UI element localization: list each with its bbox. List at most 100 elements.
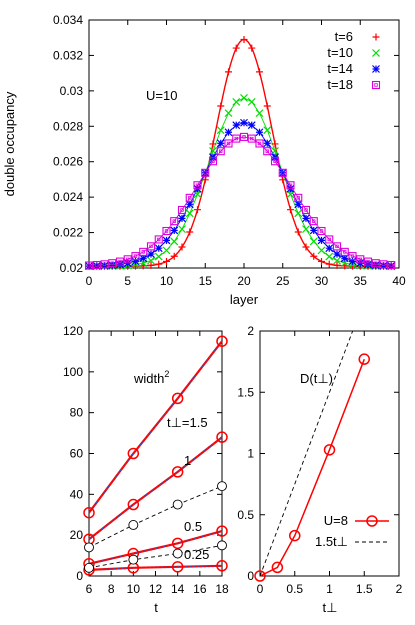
bottom-right-xlabel: t⊥ <box>323 600 338 615</box>
top-point-0 <box>201 176 209 184</box>
bl-ytick-label: 100 <box>63 365 83 379</box>
top-point-3 <box>201 168 210 177</box>
top-point-3-inner <box>250 136 254 141</box>
top-point-3 <box>247 134 256 143</box>
top-point-3 <box>170 217 179 226</box>
bl-xtick-label: 18 <box>215 582 229 596</box>
bl-ytick-label: 60 <box>70 447 84 461</box>
bl-open-point-5 <box>84 562 94 573</box>
top-point-2 <box>309 226 318 235</box>
top-point-3 <box>263 147 272 156</box>
top-point-3-inner <box>389 263 393 267</box>
br-ytick-label: 0.5 <box>237 508 254 522</box>
top-point-3 <box>208 157 218 166</box>
top-point-1 <box>224 109 233 118</box>
top-point-0 <box>302 243 310 251</box>
top-point-3-inner <box>366 259 370 264</box>
bl-point-0 <box>83 506 95 519</box>
top-point-2 <box>178 214 186 223</box>
top-point-3 <box>348 252 357 261</box>
top-point-3-inner <box>219 149 223 153</box>
top-ytick-label: 0.024 <box>53 190 83 204</box>
bl-dashed-5 <box>88 544 223 569</box>
top-point-3-inner <box>118 259 122 264</box>
bl-series-label-3: 0.25 <box>184 547 209 562</box>
top-ylabel: double occupancy <box>2 91 17 196</box>
br-point <box>271 561 284 574</box>
top-point-0 <box>318 257 325 265</box>
top-ytick-label: 0.032 <box>53 48 83 62</box>
bl-open-point-5 <box>128 554 139 565</box>
top-point-3 <box>309 217 318 226</box>
top-point-3-inner <box>381 262 386 267</box>
top-point-1 <box>170 237 179 246</box>
top-point-3 <box>363 257 373 266</box>
top-point-1 <box>147 256 155 265</box>
top-point-0 <box>170 252 178 260</box>
bl-xtick-label: 12 <box>149 582 163 596</box>
br-line-0 <box>259 358 366 577</box>
top-point-3-inner <box>126 257 130 262</box>
top-point-3-inner <box>102 262 107 267</box>
bottom-left-title: width2 <box>133 369 169 386</box>
bl-xtick-label: 14 <box>171 582 185 596</box>
top-point-3 <box>356 255 365 264</box>
top-legend-marker-0 <box>372 33 380 41</box>
top-point-3 <box>131 252 140 261</box>
top-point-3-inner <box>87 263 91 268</box>
top-point-3-inner <box>157 237 161 242</box>
top-point-1 <box>185 209 194 218</box>
br-ytick-label: 0 <box>247 569 254 583</box>
top-point-3 <box>115 257 125 266</box>
bottom-right-axis-ticks: 0 0.5 1 1.5 2 0 0.5 1 1.5 2 <box>237 324 402 596</box>
top-point-2 <box>325 244 334 253</box>
bl-series-label-1: 1 <box>184 453 191 468</box>
br-legend-label-0: U=8 <box>324 513 348 528</box>
top-point-0 <box>256 68 263 76</box>
top-point-3 <box>270 157 280 166</box>
top-point-2 <box>147 250 155 259</box>
top-point-1 <box>333 256 341 265</box>
top-point-3-inner <box>281 171 285 175</box>
br-xtick-label: 1 <box>326 582 333 596</box>
top-point-1 <box>317 246 326 255</box>
top-point-3-inner <box>358 257 362 262</box>
bl-point-0 <box>171 392 184 405</box>
bl-xtick-label: 16 <box>193 582 207 596</box>
top-point-0 <box>271 140 279 148</box>
top-curve-2 <box>88 122 392 267</box>
br-point <box>289 529 301 542</box>
top-point-2 <box>108 261 117 270</box>
top-point-2 <box>240 118 248 127</box>
top-point-3 <box>278 168 287 177</box>
bl-open-point-2 <box>84 542 94 553</box>
top-point-0 <box>217 102 225 110</box>
top-ytick-label: 0.02 <box>60 261 84 275</box>
top-point-3 <box>177 205 187 215</box>
top-point-3 <box>100 260 109 269</box>
top-point-2 <box>364 260 372 269</box>
bl-series-label-0: t⊥=1.5 <box>167 415 208 430</box>
bl-point-0 <box>216 335 228 347</box>
top-point-1 <box>294 209 303 218</box>
top-point-0 <box>240 35 248 43</box>
bl-ytick-label: 80 <box>70 406 84 420</box>
br-ytick-label: 1.5 <box>237 385 254 399</box>
top-point-3 <box>84 261 94 270</box>
top-point-0 <box>333 261 341 269</box>
top-point-3 <box>154 235 163 244</box>
top-point-2 <box>302 214 310 223</box>
top-point-0 <box>287 206 294 214</box>
top-legend-label: t=14 <box>327 61 353 76</box>
br-legend-label-1: 1.5t⊥ <box>315 534 348 549</box>
top-point-3 <box>123 255 132 264</box>
bl-open-point-5 <box>217 540 227 551</box>
top-point-3-inner <box>203 171 207 175</box>
top-legend-marker-2 <box>372 65 380 73</box>
top-point-1 <box>240 94 248 102</box>
top-point-2 <box>317 236 326 245</box>
top-point-2 <box>85 262 93 271</box>
top-xtick-label: 0 <box>86 274 93 288</box>
bottom-right-lines <box>259 331 366 577</box>
top-point-3 <box>108 259 117 268</box>
